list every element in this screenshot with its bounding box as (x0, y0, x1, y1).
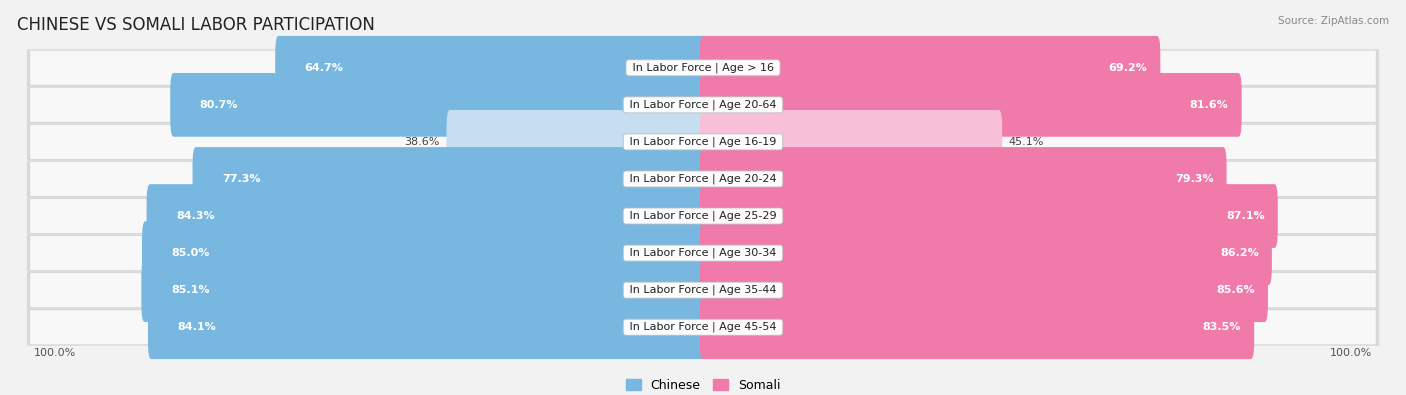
FancyBboxPatch shape (148, 295, 706, 359)
FancyBboxPatch shape (700, 295, 1254, 359)
FancyBboxPatch shape (700, 258, 1268, 322)
FancyBboxPatch shape (30, 199, 1376, 233)
FancyBboxPatch shape (30, 273, 1376, 307)
Text: 85.0%: 85.0% (172, 248, 209, 258)
FancyBboxPatch shape (700, 73, 1241, 137)
FancyBboxPatch shape (30, 310, 1376, 344)
Text: In Labor Force | Age 35-44: In Labor Force | Age 35-44 (626, 285, 780, 295)
Legend: Chinese, Somali: Chinese, Somali (621, 375, 785, 395)
FancyBboxPatch shape (276, 36, 706, 100)
Text: In Labor Force | Age 20-64: In Labor Force | Age 20-64 (626, 100, 780, 110)
FancyBboxPatch shape (27, 49, 1379, 87)
FancyBboxPatch shape (27, 198, 1379, 235)
Text: 79.3%: 79.3% (1175, 174, 1213, 184)
Text: 86.2%: 86.2% (1220, 248, 1258, 258)
Text: 45.1%: 45.1% (1008, 137, 1045, 147)
Text: 87.1%: 87.1% (1226, 211, 1264, 221)
Text: In Labor Force | Age > 16: In Labor Force | Age > 16 (628, 62, 778, 73)
FancyBboxPatch shape (700, 147, 1226, 211)
Text: In Labor Force | Age 30-34: In Labor Force | Age 30-34 (626, 248, 780, 258)
FancyBboxPatch shape (193, 147, 706, 211)
FancyBboxPatch shape (142, 258, 706, 322)
FancyBboxPatch shape (170, 73, 706, 137)
FancyBboxPatch shape (30, 162, 1376, 196)
FancyBboxPatch shape (142, 221, 706, 285)
FancyBboxPatch shape (30, 236, 1376, 270)
FancyBboxPatch shape (27, 272, 1379, 308)
Text: 84.3%: 84.3% (176, 211, 215, 221)
Text: In Labor Force | Age 16-19: In Labor Force | Age 16-19 (626, 137, 780, 147)
FancyBboxPatch shape (700, 184, 1278, 248)
Text: In Labor Force | Age 25-29: In Labor Force | Age 25-29 (626, 211, 780, 221)
FancyBboxPatch shape (27, 123, 1379, 160)
Text: 69.2%: 69.2% (1108, 63, 1147, 73)
FancyBboxPatch shape (700, 36, 1160, 100)
Text: 100.0%: 100.0% (1330, 348, 1372, 357)
FancyBboxPatch shape (27, 87, 1379, 123)
FancyBboxPatch shape (30, 51, 1376, 85)
Text: Source: ZipAtlas.com: Source: ZipAtlas.com (1278, 16, 1389, 26)
FancyBboxPatch shape (27, 235, 1379, 272)
Text: CHINESE VS SOMALI LABOR PARTICIPATION: CHINESE VS SOMALI LABOR PARTICIPATION (17, 16, 375, 34)
FancyBboxPatch shape (146, 184, 706, 248)
Text: In Labor Force | Age 20-24: In Labor Force | Age 20-24 (626, 174, 780, 184)
FancyBboxPatch shape (30, 125, 1376, 159)
Text: 100.0%: 100.0% (34, 348, 76, 357)
Text: 84.1%: 84.1% (177, 322, 217, 332)
FancyBboxPatch shape (700, 221, 1272, 285)
Text: 38.6%: 38.6% (405, 137, 440, 147)
FancyBboxPatch shape (27, 160, 1379, 198)
FancyBboxPatch shape (27, 308, 1379, 346)
Text: 85.6%: 85.6% (1216, 285, 1254, 295)
FancyBboxPatch shape (700, 110, 1002, 174)
Text: 81.6%: 81.6% (1189, 100, 1229, 110)
Text: 80.7%: 80.7% (200, 100, 238, 110)
Text: In Labor Force | Age 45-54: In Labor Force | Age 45-54 (626, 322, 780, 333)
Text: 77.3%: 77.3% (222, 174, 260, 184)
Text: 83.5%: 83.5% (1202, 322, 1241, 332)
Text: 85.1%: 85.1% (172, 285, 209, 295)
FancyBboxPatch shape (447, 110, 706, 174)
FancyBboxPatch shape (30, 88, 1376, 122)
Text: 64.7%: 64.7% (305, 63, 343, 73)
